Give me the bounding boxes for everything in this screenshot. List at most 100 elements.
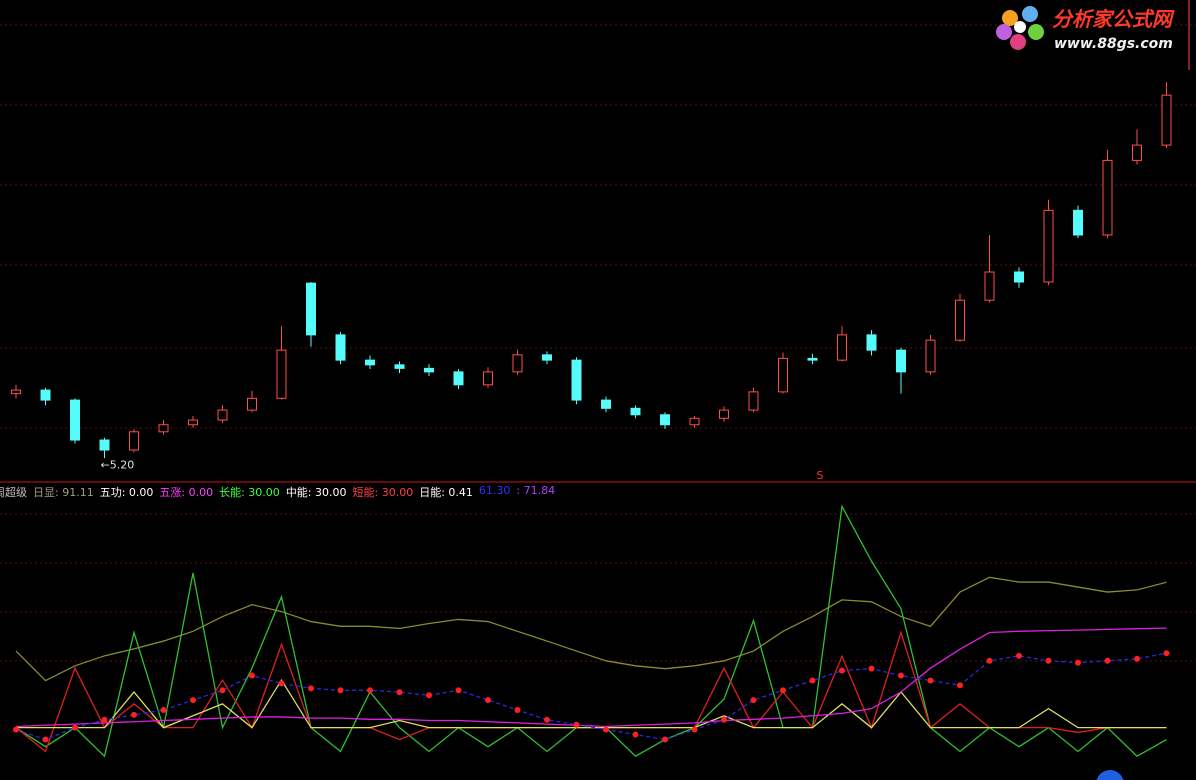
candle-body bbox=[99, 439, 110, 451]
indicator-dot bbox=[868, 665, 875, 672]
candle-body bbox=[1073, 209, 1083, 236]
indicator-dot bbox=[662, 736, 668, 743]
candle-body bbox=[837, 334, 847, 361]
grid bbox=[0, 24, 1196, 662]
candle-body bbox=[11, 389, 21, 395]
indicator-dot bbox=[1075, 659, 1081, 666]
indicator-dot bbox=[957, 682, 963, 689]
corner-badge bbox=[1096, 770, 1124, 780]
indicator-dot bbox=[1134, 655, 1140, 662]
indicator-dot bbox=[1163, 650, 1170, 657]
candle-body bbox=[896, 349, 906, 373]
candle-body bbox=[748, 391, 759, 411]
candle-body bbox=[571, 359, 582, 401]
candle-body bbox=[453, 371, 464, 386]
indicator-dot bbox=[1045, 657, 1052, 664]
indicator-dot bbox=[426, 692, 432, 699]
indicator-dot bbox=[219, 687, 226, 694]
candle-body bbox=[807, 357, 818, 361]
candle-body bbox=[719, 409, 729, 419]
header-item: : 71.84 bbox=[516, 484, 556, 497]
candle-body bbox=[188, 419, 198, 426]
indicator-line bbox=[15, 627, 1167, 728]
indicator-dot bbox=[573, 721, 580, 728]
candle-body bbox=[512, 354, 523, 373]
candle-body bbox=[1132, 144, 1142, 161]
candle-body bbox=[1043, 209, 1054, 283]
signal-marker: S bbox=[817, 469, 824, 482]
indicator-line bbox=[15, 630, 1167, 753]
indicator-dot bbox=[514, 707, 521, 714]
candle-body bbox=[630, 407, 641, 416]
indicator-dot bbox=[750, 697, 757, 704]
candle-body bbox=[689, 417, 700, 426]
indicator-dot bbox=[721, 716, 727, 723]
indicator-dot bbox=[1016, 652, 1022, 659]
candle-body bbox=[394, 364, 405, 369]
indicator-dot bbox=[691, 726, 698, 733]
candle-body bbox=[955, 299, 965, 341]
candle-body bbox=[778, 357, 788, 393]
candle-body bbox=[660, 414, 670, 426]
candle-body bbox=[1102, 159, 1113, 236]
header-item: 五涨: 0.00 bbox=[159, 486, 214, 499]
indicator-dot bbox=[367, 687, 373, 694]
petal bbox=[1002, 10, 1018, 26]
header-item: 长能: 30.00 bbox=[219, 486, 280, 499]
candle-body bbox=[365, 359, 375, 366]
logo-url: www.88gs.com bbox=[1054, 36, 1173, 52]
indicator-dot bbox=[1104, 657, 1111, 664]
candle-body bbox=[601, 399, 611, 409]
candle-body bbox=[276, 349, 287, 399]
indicator-dot bbox=[780, 687, 786, 694]
candle-body bbox=[1014, 271, 1024, 283]
indicator-dot bbox=[455, 687, 462, 694]
indicator-dot bbox=[72, 724, 78, 731]
indicator-dot bbox=[839, 667, 845, 674]
indicator-dot bbox=[131, 711, 137, 718]
logo-title: 分析家公式网 bbox=[1052, 7, 1175, 31]
indicator-dot bbox=[337, 687, 344, 694]
indicator-dot bbox=[809, 677, 816, 684]
candle-body bbox=[217, 409, 228, 421]
indicator-dot bbox=[603, 726, 609, 733]
indicator-dot bbox=[278, 680, 285, 687]
candle-body bbox=[306, 282, 316, 336]
indicator-dot bbox=[249, 672, 255, 679]
header-item: 61.30 bbox=[478, 484, 511, 497]
indicator-dot bbox=[898, 672, 904, 679]
indicator-line bbox=[15, 652, 1167, 741]
petal bbox=[996, 24, 1012, 40]
petal bbox=[1028, 24, 1044, 40]
header-item: 短能: 30.00 bbox=[352, 486, 414, 499]
indicator-dot bbox=[485, 697, 491, 704]
candle-body bbox=[424, 367, 434, 373]
indicator-line bbox=[15, 576, 1167, 682]
indicator-dot bbox=[396, 689, 403, 696]
candle-body bbox=[866, 334, 877, 351]
low-annotation: ←5.20 bbox=[101, 458, 135, 471]
petal bbox=[1010, 34, 1026, 50]
indicator-line bbox=[15, 504, 1167, 758]
candle-body bbox=[1161, 94, 1172, 146]
indicator-dot bbox=[13, 726, 19, 733]
indicator-dot bbox=[101, 716, 108, 723]
candle-body bbox=[984, 271, 995, 301]
candle-body bbox=[70, 399, 80, 441]
candle-body bbox=[483, 371, 493, 386]
candle-body bbox=[335, 334, 346, 361]
header-item: 周超级 bbox=[0, 486, 27, 499]
candle-body bbox=[542, 354, 552, 361]
flower-center bbox=[1014, 21, 1026, 33]
header-item: 中能: 30.00 bbox=[285, 486, 347, 499]
header-item: 五功: 0.00 bbox=[99, 486, 154, 499]
indicator-dot bbox=[927, 677, 934, 684]
petal bbox=[1022, 6, 1038, 22]
indicator-line bbox=[16, 678, 1167, 729]
indicator-dot bbox=[42, 736, 49, 743]
indicator-header: 周超级日显: 91.11 五功: 0.00 五涨: 0.00 长能: 30.00 中能:… bbox=[0, 484, 555, 500]
candle-body bbox=[129, 431, 139, 451]
indicator-dot bbox=[308, 685, 314, 692]
